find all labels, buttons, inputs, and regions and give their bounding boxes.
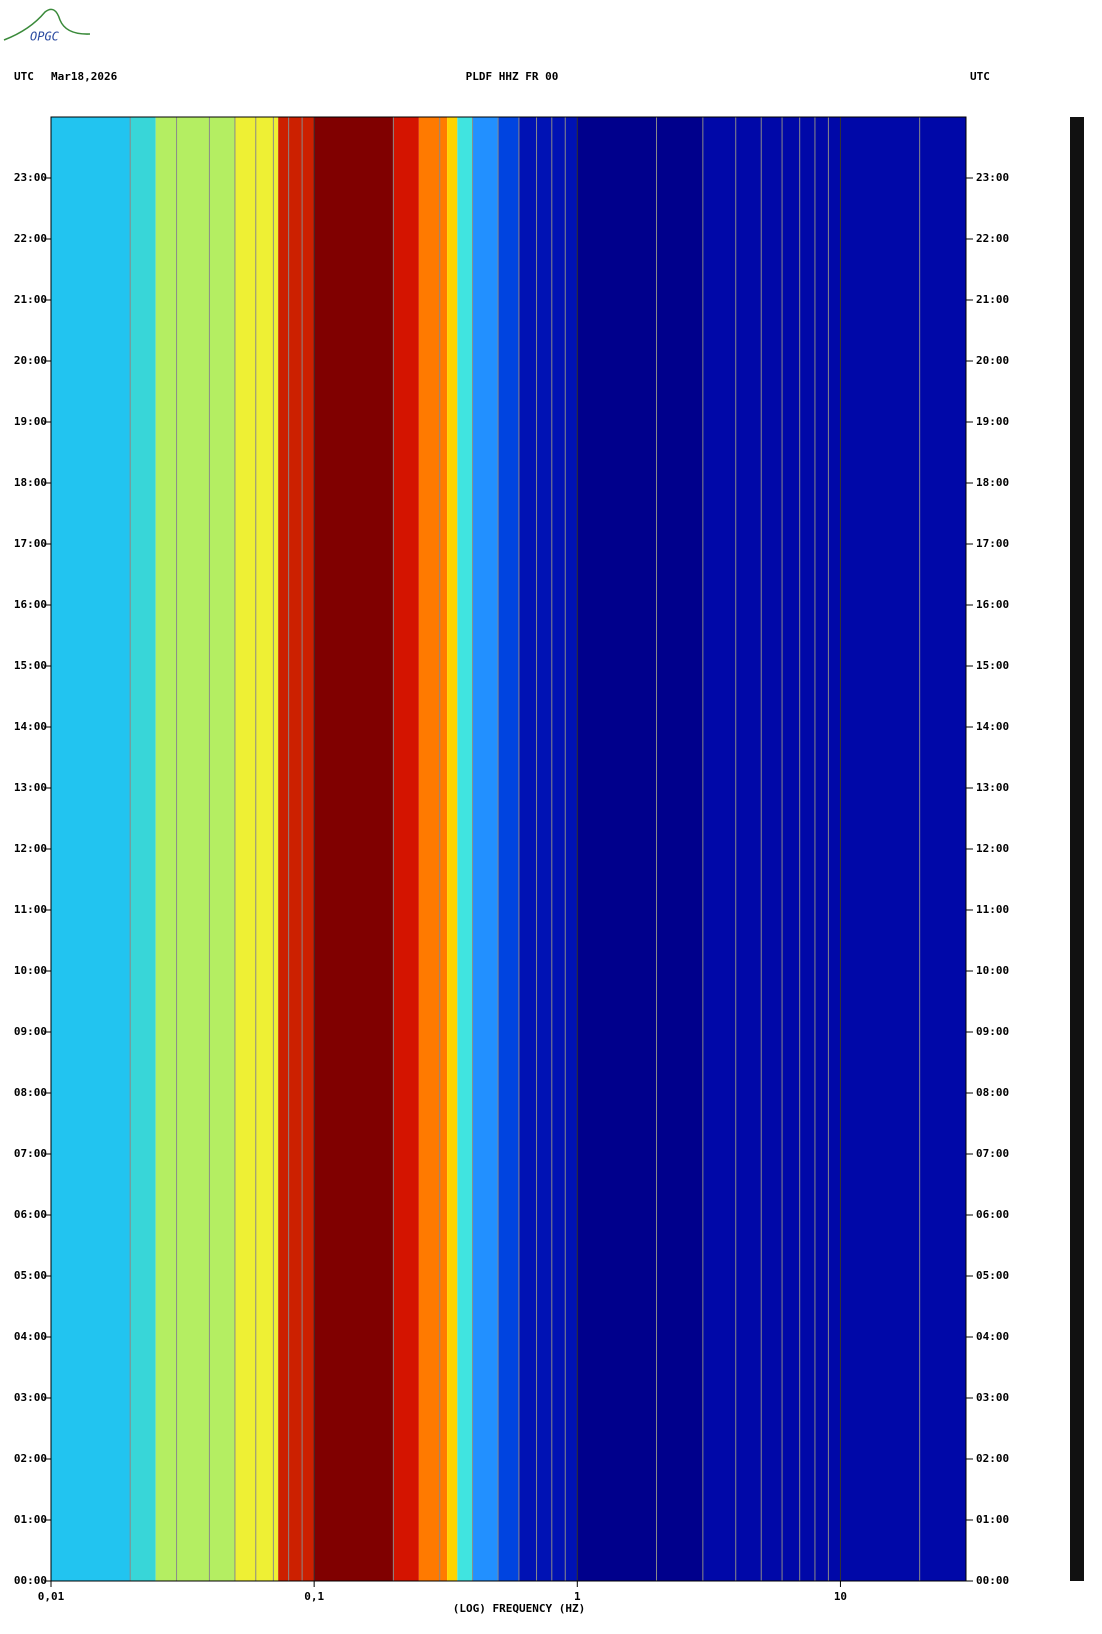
y-tick-label-right: 21:00 bbox=[976, 293, 1009, 306]
y-tick-label-right: 22:00 bbox=[976, 232, 1009, 245]
y-tick-label-left: 07:00 bbox=[14, 1147, 47, 1160]
spectrogram-band bbox=[518, 117, 578, 1581]
y-tick-label-left: 08:00 bbox=[14, 1086, 47, 1099]
logo: OPGC bbox=[30, 30, 60, 44]
y-tick-label-left: 00:00 bbox=[14, 1574, 47, 1587]
spectrogram-band bbox=[472, 117, 499, 1581]
spectrogram-band bbox=[278, 117, 315, 1581]
spectrogram-band bbox=[155, 117, 235, 1581]
y-tick-label-right: 20:00 bbox=[976, 354, 1009, 367]
y-tick-label-left: 05:00 bbox=[14, 1269, 47, 1282]
x-tick-label: 10 bbox=[834, 1590, 847, 1603]
date: Mar18,2026 bbox=[51, 70, 118, 83]
y-tick-label-left: 01:00 bbox=[14, 1513, 47, 1526]
y-tick-label-right: 08:00 bbox=[976, 1086, 1009, 1099]
y-tick-label-left: 18:00 bbox=[14, 476, 47, 489]
y-tick-label-left: 12:00 bbox=[14, 842, 47, 855]
y-tick-label-left: 11:00 bbox=[14, 903, 47, 916]
y-tick-label-right: 01:00 bbox=[976, 1513, 1009, 1526]
y-tick-label-left: 04:00 bbox=[14, 1330, 47, 1343]
y-tick-label-right: 14:00 bbox=[976, 720, 1009, 733]
y-tick-label-right: 09:00 bbox=[976, 1025, 1009, 1038]
y-tick-label-right: 19:00 bbox=[976, 415, 1009, 428]
spectrogram-band bbox=[447, 117, 458, 1581]
y-tick-label-right: 06:00 bbox=[976, 1208, 1009, 1221]
y-tick-label-right: 11:00 bbox=[976, 903, 1009, 916]
y-tick-label-right: 04:00 bbox=[976, 1330, 1009, 1343]
seismogram-trace bbox=[1070, 117, 1084, 1581]
y-tick-label-left: 20:00 bbox=[14, 354, 47, 367]
logo-curve bbox=[3, 8, 91, 41]
y-tick-label-left: 21:00 bbox=[14, 293, 47, 306]
y-tick-label-left: 23:00 bbox=[14, 171, 47, 184]
spectrogram-band bbox=[577, 117, 703, 1581]
y-tick-label-right: 13:00 bbox=[976, 781, 1009, 794]
spectrogram-band bbox=[130, 117, 156, 1581]
x-tick-label: 0,1 bbox=[304, 1590, 324, 1603]
header-right: UTC bbox=[970, 70, 990, 83]
y-tick-label-left: 06:00 bbox=[14, 1208, 47, 1221]
y-tick-label-left: 10:00 bbox=[14, 964, 47, 977]
x-tick-label: 1 bbox=[574, 1590, 581, 1603]
spectrogram-band bbox=[702, 117, 966, 1581]
spectrogram-band bbox=[51, 117, 131, 1581]
y-tick-label-right: 02:00 bbox=[976, 1452, 1009, 1465]
spectrogram-band bbox=[314, 117, 394, 1581]
y-tick-label-left: 09:00 bbox=[14, 1025, 47, 1038]
spectrogram-band bbox=[393, 117, 419, 1581]
y-tick-label-right: 16:00 bbox=[976, 598, 1009, 611]
y-tick-label-right: 10:00 bbox=[976, 964, 1009, 977]
spectrogram-band bbox=[498, 117, 519, 1581]
y-tick-label-left: 02:00 bbox=[14, 1452, 47, 1465]
y-tick-label-right: 18:00 bbox=[976, 476, 1009, 489]
y-tick-label-right: 03:00 bbox=[976, 1391, 1009, 1404]
y-tick-label-left: 03:00 bbox=[14, 1391, 47, 1404]
y-tick-label-right: 17:00 bbox=[976, 537, 1009, 550]
y-tick-label-left: 19:00 bbox=[14, 415, 47, 428]
spectrogram-band bbox=[234, 117, 279, 1581]
y-tick-label-right: 00:00 bbox=[976, 1574, 1009, 1587]
x-tick-label: 0,01 bbox=[38, 1590, 65, 1603]
y-tick-label-left: 14:00 bbox=[14, 720, 47, 733]
spectrogram-band bbox=[457, 117, 473, 1581]
y-tick-label-right: 12:00 bbox=[976, 842, 1009, 855]
y-tick-label-right: 23:00 bbox=[976, 171, 1009, 184]
plot-frame bbox=[50, 116, 967, 1582]
x-axis-label: (LOG) FREQUENCY (HZ) bbox=[453, 1602, 585, 1615]
header-left: UTC bbox=[14, 70, 34, 83]
y-tick-label-left: 15:00 bbox=[14, 659, 47, 672]
y-tick-label-right: 07:00 bbox=[976, 1147, 1009, 1160]
y-tick-label-left: 16:00 bbox=[14, 598, 47, 611]
spectrogram-band bbox=[418, 117, 448, 1581]
y-tick-label-right: 15:00 bbox=[976, 659, 1009, 672]
y-tick-label-left: 17:00 bbox=[14, 537, 47, 550]
y-tick-label-left: 22:00 bbox=[14, 232, 47, 245]
y-tick-label-right: 05:00 bbox=[976, 1269, 1009, 1282]
chart-title: PLDF HHZ FR 00 bbox=[466, 70, 559, 83]
y-tick-label-left: 13:00 bbox=[14, 781, 47, 794]
